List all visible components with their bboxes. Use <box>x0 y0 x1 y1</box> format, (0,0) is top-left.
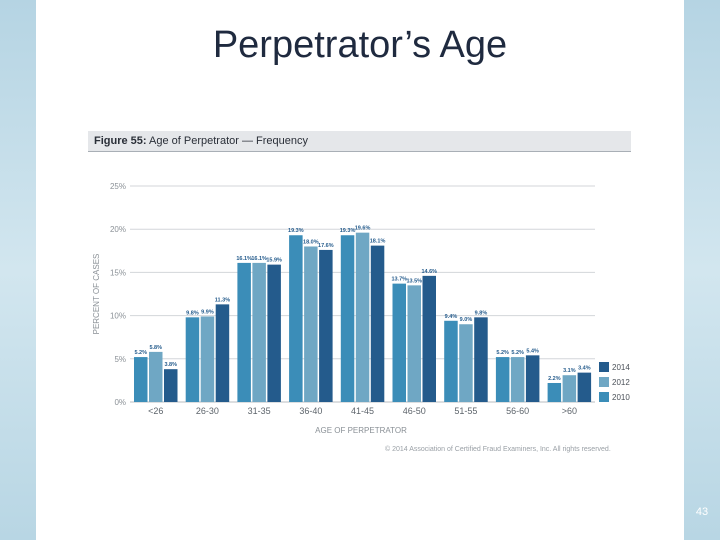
data-label: 5.2% <box>496 350 509 356</box>
bar-2012 <box>459 324 473 402</box>
bar-2010 <box>495 357 510 402</box>
y-tick-label: 10% <box>110 312 126 321</box>
legend-swatch-2010 <box>599 392 609 402</box>
data-label: 5.4% <box>526 348 539 354</box>
bar-2014 <box>215 304 230 402</box>
data-label: 19.3% <box>340 228 356 234</box>
x-axis-label: AGE OF PERPETRATOR <box>315 426 407 435</box>
bar-2014 <box>319 249 333 402</box>
data-label: 9.8% <box>186 310 199 316</box>
bar-2012 <box>562 375 577 402</box>
bar-2010 <box>185 317 200 402</box>
data-label: 3.4% <box>578 366 591 372</box>
legend-label: 2012 <box>612 378 630 387</box>
data-label: 19.6% <box>355 226 371 232</box>
y-axis-label: PERCENT OF CASES <box>92 254 101 335</box>
data-label: 15.9% <box>266 258 282 264</box>
data-label: 17.6% <box>318 243 334 249</box>
bar-2010 <box>237 262 251 402</box>
data-label: 3.8% <box>164 362 177 368</box>
bar-2012 <box>200 316 215 402</box>
data-label: 18.0% <box>303 239 319 245</box>
data-label: 18.1% <box>370 239 386 245</box>
slide-title: Perpetrator’s Age <box>212 24 508 66</box>
y-tick-label: 25% <box>110 182 126 191</box>
bar-2010 <box>289 235 303 402</box>
x-tick-label: 46-50 <box>403 406 426 416</box>
x-tick-label: 41-45 <box>351 406 374 416</box>
bar-2012 <box>149 351 163 402</box>
bar-2014 <box>267 264 281 402</box>
bar-2010 <box>392 283 406 402</box>
bar-2010 <box>134 357 148 402</box>
bar-2010 <box>547 382 562 402</box>
legend-swatch-2012 <box>599 377 609 387</box>
data-label: 11.3% <box>215 297 230 303</box>
y-tick-label: 5% <box>114 355 126 364</box>
figure-title: Age of Perpetrator — Frequency <box>149 135 308 147</box>
y-tick-label: 0% <box>114 398 126 407</box>
data-label: 14.6% <box>421 269 437 275</box>
x-tick-label: 36-40 <box>299 406 322 416</box>
data-label: 2.2% <box>548 376 561 382</box>
data-label: 3.1% <box>563 368 576 374</box>
bar-2014 <box>577 372 592 402</box>
x-tick-label: >60 <box>562 406 577 416</box>
y-tick-label: 20% <box>110 225 126 234</box>
bar-2010 <box>444 320 458 402</box>
x-tick-label: 56-60 <box>506 406 529 416</box>
data-label: 16.1% <box>251 256 267 262</box>
bar-2012 <box>407 285 421 402</box>
bar-2010 <box>340 235 355 402</box>
bar-2014 <box>370 245 385 402</box>
figure-header: Figure 55: Age of Perpetrator — Frequenc… <box>88 131 631 152</box>
x-tick-label: 26-30 <box>196 406 219 416</box>
data-label: 9.4% <box>445 314 458 320</box>
x-tick-label: 51-55 <box>454 406 477 416</box>
figure-caption: Figure 55: Age of Perpetrator — Frequenc… <box>94 135 308 147</box>
data-label: 9.0% <box>460 317 473 323</box>
data-label: 9.9% <box>201 309 214 315</box>
y-tick-label: 15% <box>110 268 126 277</box>
legend-label: 2014 <box>612 363 630 372</box>
bar-2014 <box>474 317 488 402</box>
x-tick-label: 31-35 <box>248 406 271 416</box>
data-label: 19.3% <box>288 228 304 234</box>
copyright-notice: © 2014 Association of Certified Fraud Ex… <box>385 446 611 453</box>
x-tick-label: <26 <box>148 406 163 416</box>
data-label: 13.5% <box>406 278 422 284</box>
data-label: 16.1% <box>236 256 252 262</box>
figure-number: Figure 55: <box>94 135 147 147</box>
data-label: 9.8% <box>475 310 488 316</box>
bar-2012 <box>355 232 370 402</box>
bar-2012 <box>510 357 525 402</box>
legend-swatch-2014 <box>599 362 609 372</box>
data-label: 5.2% <box>134 350 147 356</box>
right-decorative-band <box>684 0 720 540</box>
page-number: 43 <box>695 506 709 518</box>
data-label: 5.8% <box>149 345 162 351</box>
bar-2012 <box>252 262 266 402</box>
bar-2012 <box>304 246 318 402</box>
data-label: 13.7% <box>391 277 407 283</box>
left-decorative-band <box>0 0 36 540</box>
bar-2014 <box>164 369 178 402</box>
bar-2014 <box>525 355 540 402</box>
legend-label: 2010 <box>612 393 630 402</box>
data-label: 5.2% <box>511 350 524 356</box>
bar-2014 <box>422 275 436 402</box>
